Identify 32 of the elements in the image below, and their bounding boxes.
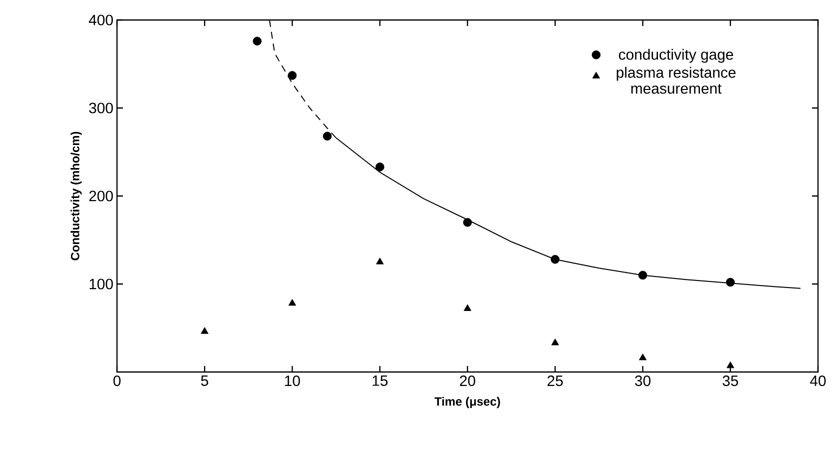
point <box>550 254 560 264</box>
point <box>252 36 262 46</box>
x-tick-label: 5 <box>201 376 208 386</box>
x-tick-label: 0 <box>113 376 121 386</box>
x-tick-label: 15 <box>372 376 388 386</box>
point <box>638 354 647 360</box>
y-tick-label: 400 <box>88 14 113 26</box>
y-tick-label: 100 <box>90 278 113 290</box>
x-tick-label: 10 <box>285 376 300 386</box>
point <box>726 361 734 368</box>
x-tick-label: 25 <box>548 376 563 386</box>
legend-label: conductivity gage <box>618 48 734 63</box>
y-tick-label: 200 <box>89 190 113 202</box>
point <box>726 278 735 287</box>
y-tick-label: 300 <box>89 102 113 114</box>
point <box>200 327 208 334</box>
x-tick-label: 20 <box>460 376 476 386</box>
point <box>551 338 559 346</box>
x-axis-title: Time (μsec) <box>434 396 500 408</box>
x-tick-label: 40 <box>810 376 826 386</box>
legend-label: plasma resistance measurement <box>616 66 736 94</box>
point <box>464 304 472 311</box>
x-tick-label: 35 <box>722 376 738 386</box>
point <box>376 258 384 264</box>
y-axis-title: Conductivity (mho/cm) <box>70 132 82 260</box>
point <box>288 298 296 306</box>
point <box>375 162 384 172</box>
point <box>638 270 648 280</box>
x-tick-label: 30 <box>635 376 650 386</box>
point <box>288 71 297 80</box>
point <box>322 132 332 141</box>
point <box>463 218 472 227</box>
